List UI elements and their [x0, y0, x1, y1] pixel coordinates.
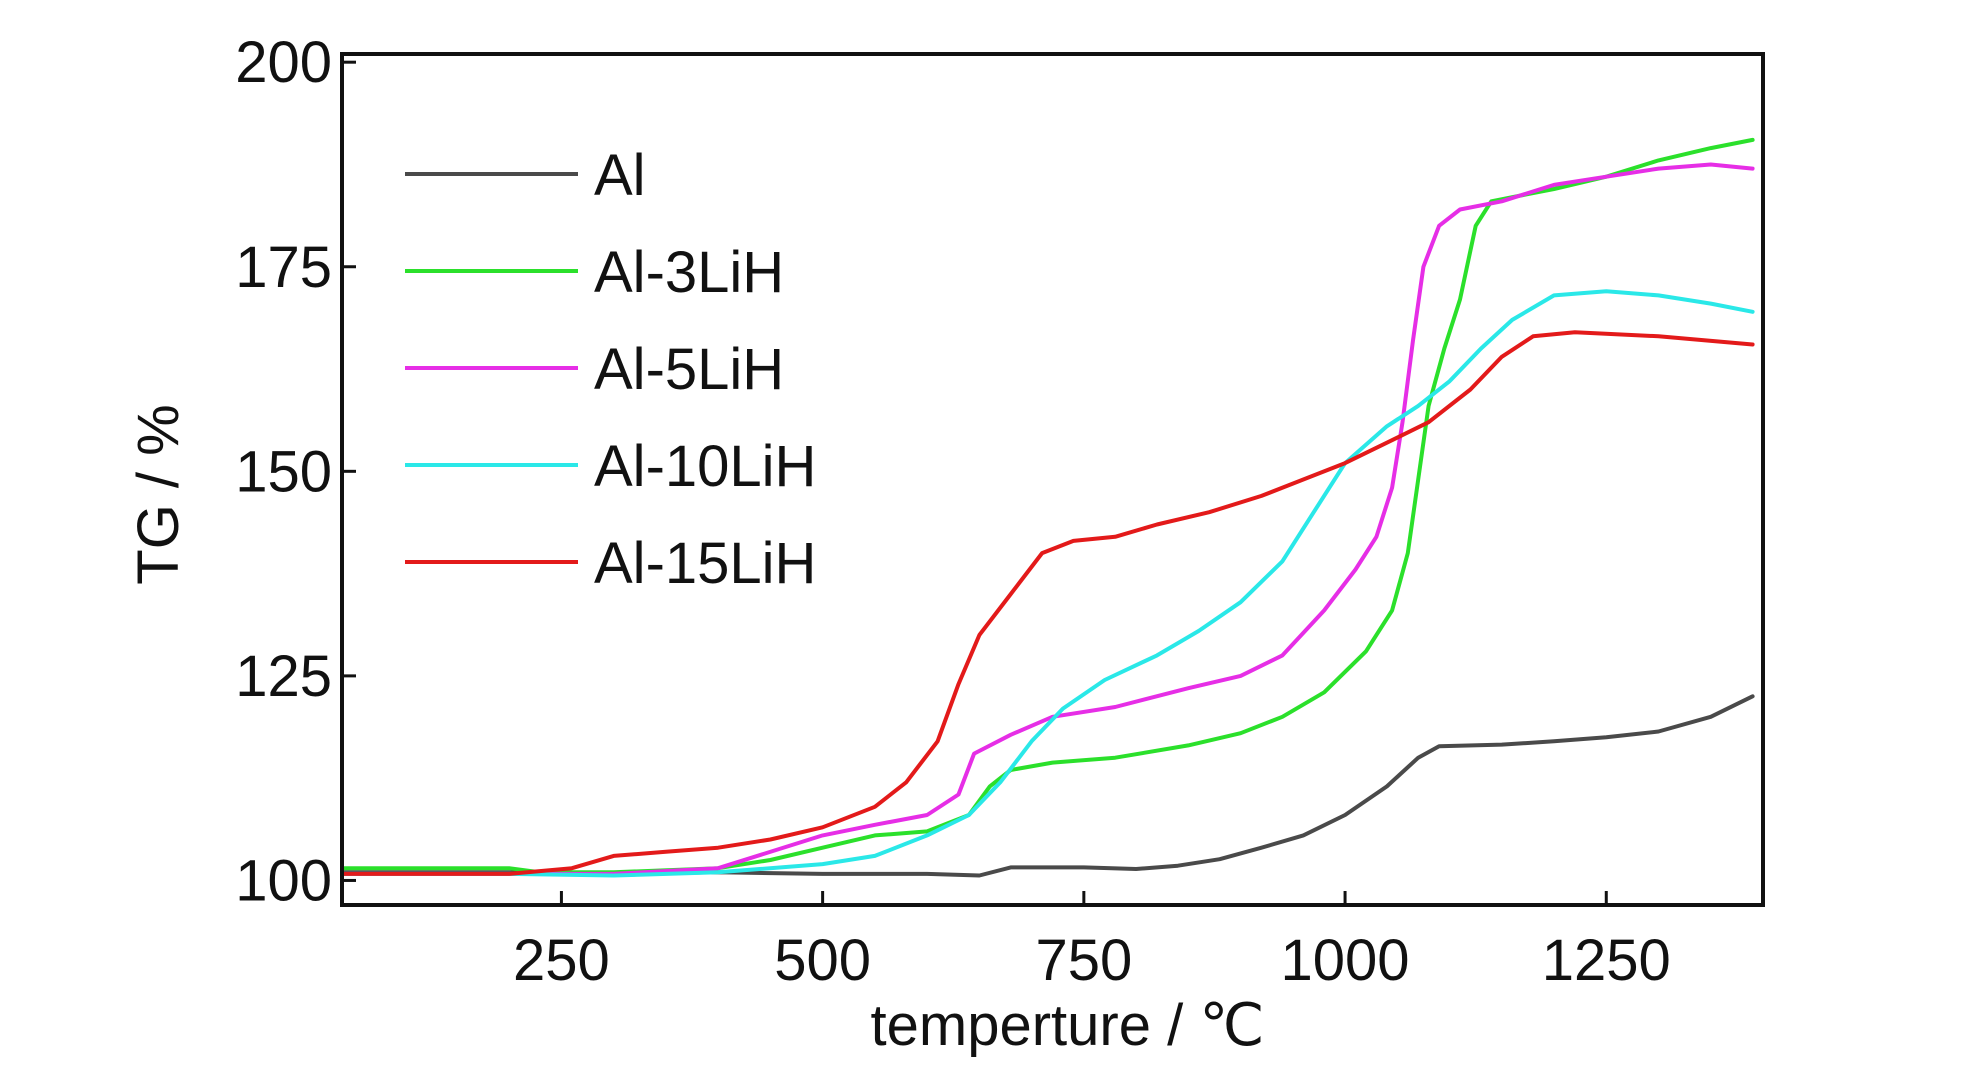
y-tick-label: 200 [235, 30, 332, 95]
y-axis-title: TG / % [126, 404, 191, 584]
legend-label-al-15lih: Al-15LiH [594, 531, 816, 596]
series-line-al [340, 694, 1755, 878]
x-tick-label: 250 [513, 928, 610, 993]
series-line-al-10lih [340, 289, 1755, 878]
series-line-al-15lih [340, 330, 1755, 876]
plot-frame [340, 52, 1765, 907]
series-layer [340, 137, 1755, 878]
x-tick-label: 500 [774, 928, 871, 993]
legend-label-al-3lih: Al-3LiH [594, 240, 784, 305]
y-tick-label: 125 [235, 644, 332, 709]
legend: Al Al-3LiH Al-5LiH Al-10LiH Al-15LiH [405, 143, 816, 596]
x-tick-label: 750 [1035, 928, 1132, 993]
x-tick-label: 1250 [1542, 928, 1671, 993]
y-tick-label: 150 [235, 439, 332, 504]
legend-label-al-5lih: Al-5LiH [594, 337, 784, 402]
y-tick-label: 175 [235, 235, 332, 300]
legend-label-al: Al [594, 143, 646, 208]
legend-label-al-10lih: Al-10LiH [594, 434, 816, 499]
series-line-al-5lih [340, 162, 1755, 876]
y-tick-label: 100 [235, 848, 332, 913]
series-line-al-3lih [340, 137, 1755, 875]
x-tick-label: 1000 [1281, 928, 1410, 993]
x-axis-title: temperture / ℃ [871, 993, 1265, 1058]
ticks-layer: 250 500 750 1000 1250 100 125 150 175 200 [235, 30, 1671, 993]
